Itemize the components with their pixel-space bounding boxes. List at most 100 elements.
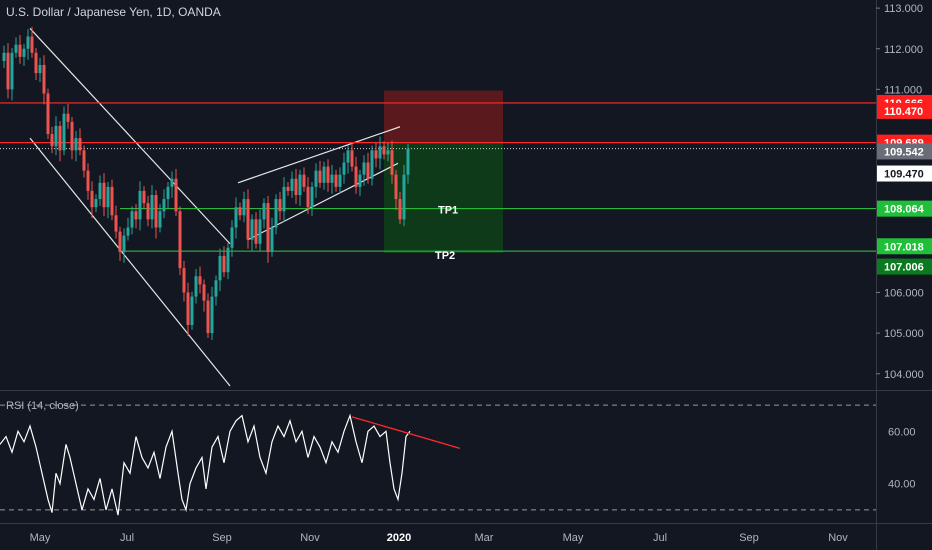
candle-body	[66, 113, 70, 122]
stop-loss-zone	[384, 90, 503, 143]
candle	[66, 104, 70, 129]
candle	[54, 116, 58, 156]
candle-body	[174, 178, 178, 212]
candle	[70, 117, 74, 160]
candle-body	[94, 199, 98, 208]
candle-body	[6, 52, 10, 90]
candle-body	[142, 190, 146, 204]
rsi-line	[0, 413, 411, 516]
candle-body	[402, 174, 406, 220]
candle	[306, 177, 310, 215]
candle-body	[378, 146, 382, 159]
candle-body	[78, 138, 82, 151]
candle	[30, 26, 34, 58]
candle	[382, 141, 386, 160]
candle-body	[338, 174, 342, 187]
candle-body	[30, 36, 34, 53]
candle	[378, 136, 382, 170]
candle-body	[190, 296, 194, 325]
candle	[334, 169, 338, 192]
candle-body	[394, 174, 398, 200]
candle-body	[334, 174, 338, 187]
candle-body	[278, 199, 282, 212]
candle-body	[166, 186, 170, 200]
time-tick-label: Jul	[120, 532, 134, 544]
candle-body	[366, 162, 370, 179]
candle	[274, 194, 278, 235]
candle	[294, 169, 298, 204]
candle	[210, 286, 214, 341]
candle-body	[282, 186, 286, 212]
candle-body	[114, 215, 118, 232]
candle-body	[230, 227, 234, 248]
candle	[102, 173, 106, 217]
candle	[18, 34, 22, 64]
tp2-lower-price-tag: 107.006	[884, 262, 924, 274]
candle	[402, 164, 406, 227]
candle	[150, 185, 154, 229]
candle	[2, 45, 6, 68]
candle	[326, 159, 330, 192]
candle-body	[150, 195, 154, 220]
time-tick-label: May	[30, 532, 51, 544]
candle-body	[210, 296, 214, 334]
candle	[218, 248, 222, 292]
candle	[138, 181, 142, 231]
candle	[178, 206, 182, 276]
candle-body	[14, 44, 18, 53]
candle	[46, 88, 50, 139]
last-price-tag-bg	[877, 143, 932, 160]
candle	[214, 275, 218, 306]
candle	[354, 156, 358, 194]
candle-body	[246, 199, 250, 240]
candle	[162, 189, 166, 219]
candle-body	[214, 280, 218, 297]
candle-body	[90, 190, 94, 208]
candle	[22, 43, 26, 66]
candle	[330, 164, 334, 194]
tp1-price-tag-bg	[877, 200, 932, 217]
candle	[346, 145, 350, 174]
candle-body	[222, 255, 226, 273]
candle-body	[178, 211, 182, 269]
candle	[194, 268, 198, 304]
candle-body	[34, 52, 38, 74]
candle	[290, 171, 294, 198]
time-tick-label: Sep	[739, 532, 759, 544]
tp2-price-tag-bg	[877, 238, 932, 255]
candle-body	[58, 125, 62, 151]
time-tick-label: May	[563, 532, 584, 544]
candle	[394, 169, 398, 211]
take-profit-zone	[384, 142, 503, 254]
candle	[78, 128, 82, 156]
candle-body	[322, 166, 326, 183]
candle	[166, 182, 170, 208]
candle	[222, 246, 226, 278]
candle-body	[194, 276, 198, 297]
candle-body	[330, 174, 334, 183]
candle-body	[138, 190, 142, 220]
candle	[6, 43, 10, 99]
candle-body	[154, 195, 158, 228]
candle-body	[86, 170, 90, 191]
candle	[302, 167, 306, 192]
candle	[90, 181, 94, 219]
candle	[186, 282, 190, 336]
candle-body	[294, 178, 298, 195]
candle-body	[310, 186, 314, 208]
candle	[386, 143, 390, 162]
candle	[62, 106, 66, 156]
candle	[110, 179, 114, 221]
candle	[390, 140, 394, 184]
chart-title: U.S. Dollar / Japanese Yen, 1D, OANDA	[6, 5, 221, 19]
rsi-title: RSI (14, close)	[6, 400, 79, 412]
candle	[278, 191, 282, 221]
time-tick-label: 2020	[387, 532, 411, 544]
candle	[106, 182, 110, 219]
price-tick-label: 112.000	[884, 44, 923, 56]
candle-body	[162, 199, 166, 212]
price-tick-label: 113.000	[884, 3, 923, 15]
tp1-label: TP1	[438, 205, 458, 217]
candle	[258, 209, 262, 251]
